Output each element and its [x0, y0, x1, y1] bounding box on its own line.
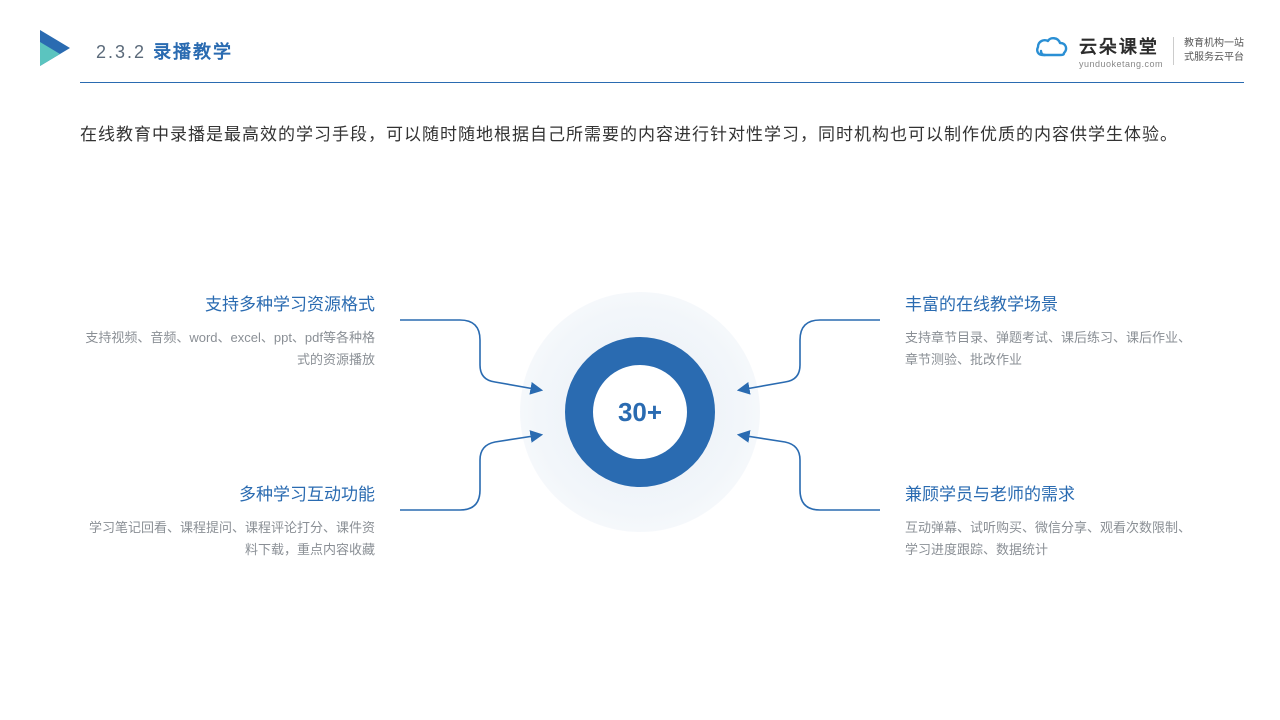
header-underline	[80, 82, 1244, 83]
feature-bottom-right: 兼顾学员与老师的需求 互动弹幕、试听购买、微信分享、观看次数限制、学习进度跟踪、…	[905, 480, 1195, 561]
logo-block: 云朵课堂 yunduoketang.com 教育机构一站 式服务云平台	[1035, 33, 1244, 69]
feature-title: 丰富的在线教学场景	[905, 290, 1195, 315]
breadcrumb: 2.3.2 录播教学	[96, 38, 233, 64]
intro-paragraph: 在线教育中录播是最高效的学习手段，可以随时随地根据自己所需要的内容进行针对性学习…	[80, 118, 1200, 152]
section-title: 录播教学	[153, 42, 233, 62]
feature-title: 多种学习互动功能	[85, 480, 375, 505]
feature-top-right: 丰富的在线教学场景 支持章节目录、弹题考试、课后练习、课后作业、章节测验、批改作…	[905, 290, 1195, 371]
feature-bottom-left: 多种学习互动功能 学习笔记回看、课程提问、课程评论打分、课件资料下载，重点内容收…	[85, 480, 375, 561]
feature-desc: 支持视频、音频、word、excel、ppt、pdf等各种格式的资源播放	[85, 327, 375, 371]
section-number: 2.3.2	[96, 42, 146, 62]
logo-tagline: 教育机构一站 式服务云平台	[1184, 37, 1244, 65]
feature-title: 支持多种学习资源格式	[85, 290, 375, 315]
logo-brand: 云朵课堂	[1079, 33, 1163, 59]
feature-desc: 互动弹幕、试听购买、微信分享、观看次数限制、学习进度跟踪、数据统计	[905, 517, 1195, 561]
center-ring: 30+	[565, 337, 715, 487]
logo-domain: yunduoketang.com	[1079, 59, 1163, 69]
logo-text: 云朵课堂 yunduoketang.com	[1079, 33, 1163, 69]
feature-top-left: 支持多种学习资源格式 支持视频、音频、word、excel、ppt、pdf等各种…	[85, 290, 375, 371]
center-halo: 30+	[520, 292, 760, 532]
logo-divider	[1173, 37, 1174, 65]
logo-tagline-line2: 式服务云平台	[1184, 51, 1244, 65]
play-icon	[36, 28, 76, 73]
feature-title: 兼顾学员与老师的需求	[905, 480, 1195, 505]
slide-header: 2.3.2 录播教学 云朵课堂 yunduoketang.com 教育机构一站 …	[36, 28, 1244, 73]
center-value: 30+	[618, 397, 662, 428]
logo-tagline-line1: 教育机构一站	[1184, 37, 1244, 51]
header-left: 2.3.2 录播教学	[36, 28, 233, 73]
feature-diagram: 30+ 支持多种学习资源格式 支持视频、音频、word、excel、ppt、pd…	[0, 250, 1280, 720]
feature-desc: 支持章节目录、弹题考试、课后练习、课后作业、章节测验、批改作业	[905, 327, 1195, 371]
feature-desc: 学习笔记回看、课程提问、课程评论打分、课件资料下载，重点内容收藏	[85, 517, 375, 561]
cloud-icon	[1035, 35, 1069, 66]
